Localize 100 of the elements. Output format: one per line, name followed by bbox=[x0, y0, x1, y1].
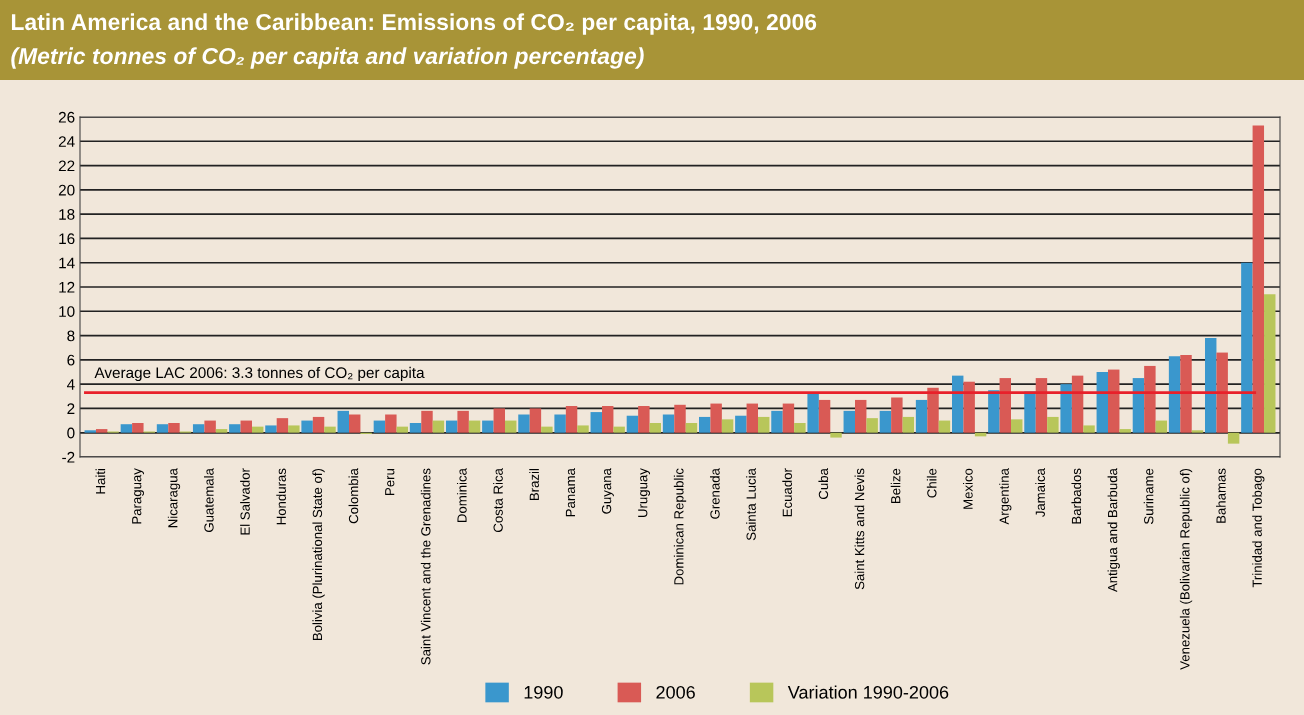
y-tick-label: 2 bbox=[67, 403, 75, 414]
bar bbox=[818, 399, 831, 433]
bar bbox=[782, 403, 795, 433]
bar bbox=[855, 399, 867, 433]
bar bbox=[518, 414, 530, 433]
bar bbox=[1132, 378, 1145, 433]
bar bbox=[1011, 419, 1023, 433]
bar bbox=[95, 429, 108, 433]
bar bbox=[1155, 420, 1168, 433]
bar bbox=[1071, 375, 1084, 433]
bar bbox=[1047, 416, 1059, 433]
bar bbox=[288, 425, 300, 433]
bar bbox=[915, 399, 928, 433]
bar bbox=[613, 426, 625, 433]
bar bbox=[963, 381, 975, 433]
x-tick-label: Belize bbox=[890, 468, 901, 503]
bar bbox=[168, 423, 180, 433]
ref-line-label: Average LAC 2006: 3.3 tonnes of CO₂ per capita bbox=[94, 366, 425, 382]
bar bbox=[1264, 294, 1276, 433]
bar bbox=[251, 426, 264, 433]
x-tick-label: Chile bbox=[926, 468, 937, 498]
bar bbox=[276, 418, 289, 433]
bar bbox=[1024, 391, 1036, 433]
x-tick-label: Trinidad and Tobago bbox=[1252, 468, 1265, 588]
bar bbox=[866, 418, 878, 433]
y-tick-label: 18 bbox=[59, 209, 75, 220]
bar bbox=[1180, 355, 1192, 433]
bar bbox=[156, 424, 169, 433]
x-tick-label: Saint Vincent and the Grenadines bbox=[420, 468, 431, 665]
y-tick-label: 0 bbox=[67, 427, 75, 439]
bar bbox=[1216, 352, 1228, 433]
bar bbox=[721, 419, 734, 433]
bar bbox=[735, 415, 747, 433]
x-tick-label: Barbados bbox=[1071, 468, 1082, 524]
x-tick-label: Sainta Lucia bbox=[746, 468, 756, 541]
x-tick-label: Nicaragua bbox=[167, 468, 181, 528]
bar bbox=[843, 410, 855, 433]
y-tick-label: 6 bbox=[67, 354, 75, 366]
x-tick-label: Ecuador bbox=[782, 468, 792, 517]
y-tick-label: 14 bbox=[59, 257, 75, 269]
bar bbox=[1035, 378, 1048, 433]
bar bbox=[301, 420, 313, 433]
bar bbox=[577, 425, 589, 433]
bar bbox=[204, 420, 216, 433]
legend-label: Variation 1990-2006 bbox=[787, 685, 949, 699]
x-tick-label: Saint Kitts and Nevis bbox=[854, 468, 865, 590]
bar bbox=[601, 406, 614, 433]
y-tick-label: 22 bbox=[58, 160, 75, 172]
bar bbox=[409, 423, 422, 433]
x-tick-label: Dominican Republic bbox=[673, 468, 687, 585]
x-tick-label: Uruguay bbox=[638, 468, 651, 517]
bar bbox=[988, 390, 1000, 433]
bar bbox=[421, 410, 433, 433]
bar bbox=[554, 414, 566, 433]
bar bbox=[649, 423, 662, 433]
bar bbox=[132, 423, 144, 433]
bar bbox=[1252, 125, 1265, 433]
bar bbox=[626, 415, 639, 433]
bar bbox=[468, 420, 481, 433]
bar bbox=[674, 404, 686, 433]
bar bbox=[337, 410, 349, 433]
bar bbox=[396, 426, 409, 433]
x-tick-label: Peru bbox=[385, 468, 395, 495]
bar bbox=[541, 426, 553, 433]
bar bbox=[432, 420, 445, 433]
bar bbox=[771, 410, 783, 433]
x-tick-label: Paraguay bbox=[132, 468, 144, 524]
bar bbox=[938, 420, 951, 433]
x-tick-label: Mexico bbox=[963, 468, 973, 509]
bar bbox=[698, 416, 711, 433]
x-tick-label: Bahamas bbox=[1216, 468, 1226, 523]
x-tick-label: Suriname bbox=[1143, 468, 1154, 524]
bar bbox=[1227, 432, 1240, 444]
x-tick-label: Panama bbox=[565, 468, 576, 517]
x-tick-label: Honduras bbox=[276, 468, 286, 525]
bar bbox=[240, 420, 252, 433]
bar bbox=[662, 414, 675, 433]
y-tick-label: 10 bbox=[59, 306, 75, 317]
bar bbox=[312, 416, 325, 433]
bar bbox=[229, 424, 241, 433]
bar bbox=[1083, 425, 1095, 433]
bar bbox=[746, 403, 759, 433]
bar bbox=[265, 425, 277, 433]
bar bbox=[457, 410, 469, 433]
bar bbox=[505, 420, 517, 433]
bar bbox=[758, 416, 770, 433]
bar bbox=[807, 393, 819, 433]
bar bbox=[445, 420, 458, 433]
x-tick-label: Guyana bbox=[601, 468, 614, 514]
bar bbox=[385, 414, 397, 433]
x-tick-label: Brazil bbox=[529, 468, 539, 501]
x-tick-label: Antigua and Barbuda bbox=[1107, 468, 1120, 593]
bar bbox=[192, 424, 205, 433]
bar bbox=[891, 397, 903, 433]
bar bbox=[324, 426, 336, 433]
y-tick-label: -2 bbox=[62, 451, 75, 463]
bar bbox=[373, 420, 386, 433]
bar bbox=[120, 424, 133, 433]
bar bbox=[84, 430, 96, 433]
bar bbox=[1168, 356, 1181, 433]
